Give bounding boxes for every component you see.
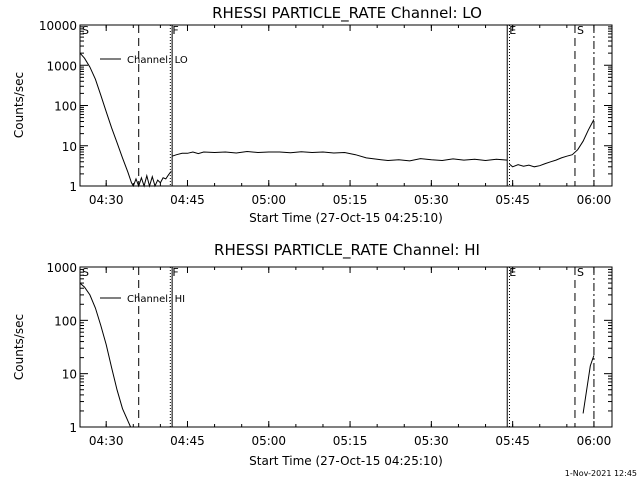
legend-hi: Channel: HI bbox=[100, 294, 185, 305]
x-tick-label: 06:00 bbox=[577, 434, 612, 448]
y-axis-label-lo: Counts/sec bbox=[12, 72, 26, 138]
series-line-hi bbox=[79, 282, 132, 428]
x-axis-label-hi: Start Time (27-Oct-15 04:25:10) bbox=[249, 454, 443, 468]
series-line-hi bbox=[582, 355, 595, 414]
x-tick-label: 05:15 bbox=[333, 193, 368, 207]
y-tick-label: 100 bbox=[54, 314, 77, 328]
event-label: S bbox=[82, 24, 89, 37]
event-lines-lo: SFES bbox=[79, 24, 595, 186]
y-tick-label: 10000 bbox=[39, 19, 77, 33]
panel-hi: RHESSI PARTICLE_RATE Channel: HI SFES 04… bbox=[12, 241, 613, 468]
x-tick-label: 04:45 bbox=[170, 434, 205, 448]
axis-ticks-hi: 04:30 04:45 05:00 05:15 05:30 05:45 06:00 1 10 10… bbox=[46, 261, 612, 448]
legend-label-hi: Channel: HI bbox=[127, 294, 185, 305]
x-tick-label: 05:15 bbox=[333, 434, 368, 448]
event-label: S bbox=[577, 24, 584, 37]
legend-label-lo: Channel: LO bbox=[127, 55, 188, 66]
y-axis-label-hi: Counts/sec bbox=[12, 314, 26, 380]
x-tick-label: 05:00 bbox=[251, 193, 286, 207]
x-tick-label: 04:30 bbox=[89, 193, 124, 207]
plot-frame-lo bbox=[79, 24, 613, 187]
plot-frame-hi bbox=[79, 266, 613, 428]
x-tick-label: 05:30 bbox=[414, 434, 449, 448]
x-tick-label: 05:30 bbox=[414, 193, 449, 207]
panel-lo: RHESSI PARTICLE_RATE Channel: LO SFES 04… bbox=[12, 4, 613, 225]
y-tick-label: 1000 bbox=[46, 59, 77, 73]
y-tick-label: 1000 bbox=[46, 261, 77, 275]
x-tick-label: 06:00 bbox=[577, 193, 612, 207]
x-axis-label-lo: Start Time (27-Oct-15 04:25:10) bbox=[249, 211, 443, 225]
x-tick-label: 04:30 bbox=[89, 434, 124, 448]
series-line-lo bbox=[171, 150, 508, 162]
axis-ticks-lo: 04:30 04:45 05:00 05:15 05:30 05:45 06:00 1 10 10… bbox=[39, 19, 612, 207]
event-lines-hi: SFES bbox=[79, 266, 595, 427]
series-lines-hi bbox=[79, 282, 595, 428]
y-tick-label: 10 bbox=[62, 368, 77, 382]
event-label: F bbox=[172, 266, 178, 279]
series-line-lo bbox=[509, 119, 595, 168]
y-tick-label: 1 bbox=[69, 180, 77, 194]
legend-lo: Channel: LO bbox=[100, 55, 188, 66]
x-tick-label: 04:45 bbox=[170, 193, 205, 207]
x-tick-label: 05:45 bbox=[495, 193, 530, 207]
series-lines-lo bbox=[79, 52, 595, 188]
footer-date: 1-Nov-2021 12:45 bbox=[565, 469, 637, 478]
y-tick-label: 100 bbox=[54, 100, 77, 114]
y-tick-label: 1 bbox=[69, 421, 77, 435]
series-line-lo bbox=[79, 52, 172, 188]
y-tick-label: 10 bbox=[62, 140, 77, 154]
event-label: S bbox=[82, 266, 89, 279]
event-label: F bbox=[172, 24, 178, 37]
chart-title-hi: RHESSI PARTICLE_RATE Channel: HI bbox=[214, 241, 480, 260]
x-tick-label: 05:00 bbox=[251, 434, 286, 448]
x-tick-label: 05:45 bbox=[495, 434, 530, 448]
chart-title-lo: RHESSI PARTICLE_RATE Channel: LO bbox=[212, 4, 482, 23]
event-label: S bbox=[577, 266, 584, 279]
